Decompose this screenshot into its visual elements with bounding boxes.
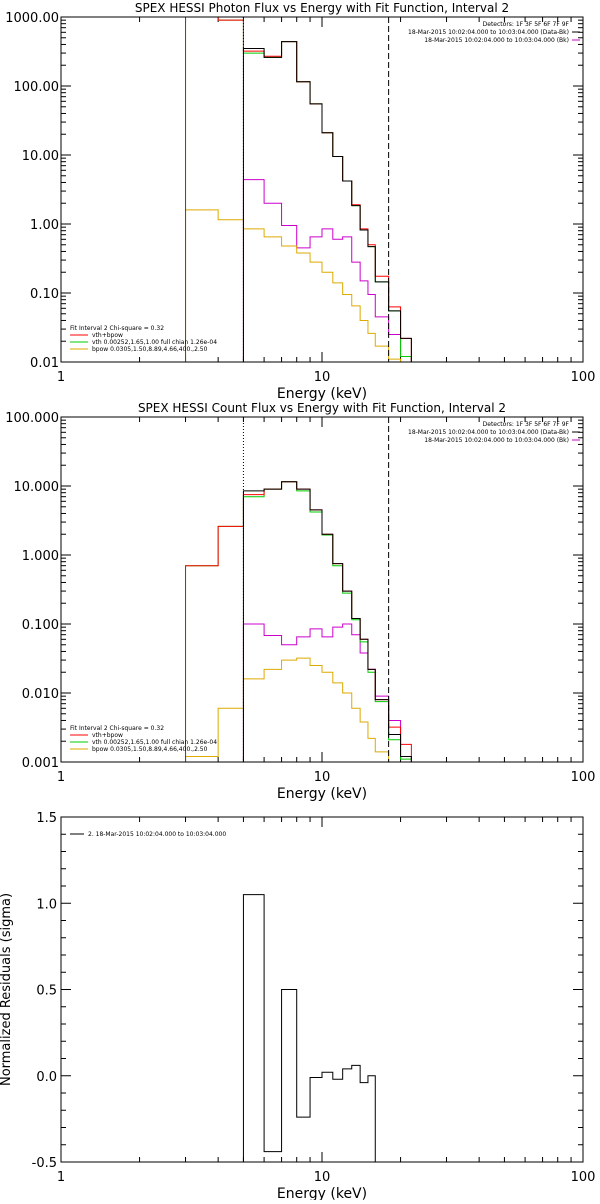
series-vth-bpow bbox=[185, 481, 412, 762]
y-tick-label: 0.100 bbox=[22, 618, 59, 633]
chart-panel-1: SPEX HESSI Photon Flux vs Energy with Fi… bbox=[5, 1, 595, 402]
series-2-18-mar-2015-10-02-04-000-to-10-03-04-000 bbox=[242, 894, 376, 1162]
legend-title: Fit Interval 2 Chi-square = 0.32 bbox=[70, 725, 164, 732]
chart-panel-2: SPEX HESSI Count Flux vs Energy with Fit… bbox=[5, 401, 595, 802]
header-line: 18-Mar-2015 10:02:04.000 to 10:03:04.000… bbox=[424, 437, 569, 444]
series-bpow bbox=[185, 657, 390, 762]
x-tick-label: 1 bbox=[57, 370, 65, 385]
y-tick-label: 0.001 bbox=[22, 756, 59, 771]
y-tick-label: 10.00 bbox=[22, 149, 59, 164]
x-tick-label: 1 bbox=[57, 770, 65, 785]
series-data bbox=[242, 481, 412, 762]
series-vth-bpow bbox=[185, 17, 412, 362]
x-tick-label: 10 bbox=[314, 1170, 331, 1185]
x-axis-label: Energy (keV) bbox=[277, 386, 367, 402]
chart-title: SPEX HESSI Count Flux vs Energy with Fit… bbox=[138, 401, 506, 415]
y-tick-label: 1.000 bbox=[22, 549, 59, 564]
y-tick-label: 0.10 bbox=[30, 287, 59, 302]
legend-label: 2. 18-Mar-2015 10:02:04.000 to 10:03:04.… bbox=[88, 831, 226, 838]
legend-label: bpow 0.0305,1.50,8.89,4.66,400.,2.50 bbox=[92, 746, 208, 753]
y-tick-label: 0.5 bbox=[36, 984, 57, 999]
x-tick-label: 10 bbox=[314, 770, 331, 785]
legend-label: vth 0.00252,1.65,1.00 full chian 1.26e-0… bbox=[92, 339, 217, 346]
x-tick-label: 10 bbox=[314, 370, 331, 385]
y-axis-label: Normalized Residuals (sigma) bbox=[0, 893, 14, 1086]
legend-label: vth+bpow bbox=[92, 332, 123, 339]
y-tick-label: 1.00 bbox=[30, 218, 59, 233]
plot-frame bbox=[60, 16, 584, 363]
header-line: Detectors: 1F 3F 5F 6F 7F 9F bbox=[483, 21, 570, 28]
legend-label: vth+bpow bbox=[92, 732, 123, 739]
series-background bbox=[242, 623, 412, 762]
plot-frame bbox=[60, 816, 584, 1163]
chart-title: SPEX HESSI Photon Flux vs Energy with Fi… bbox=[135, 1, 509, 15]
series-bpow bbox=[185, 209, 402, 362]
series-vth bbox=[185, 481, 412, 762]
legend-label: vth 0.00252,1.65,1.00 full chian 1.26e-0… bbox=[92, 739, 217, 746]
x-axis-label: Energy (keV) bbox=[277, 1186, 367, 1200]
y-tick-label: 1.0 bbox=[36, 897, 57, 912]
plot-frame bbox=[60, 416, 584, 763]
y-tick-label: 1.5 bbox=[36, 811, 57, 826]
x-tick-label: 100 bbox=[571, 1170, 596, 1185]
y-tick-label: 100.00 bbox=[14, 80, 60, 95]
y-tick-label: 10.000 bbox=[14, 480, 60, 495]
legend-title: Fit Interval 2 Chi-square = 0.32 bbox=[70, 325, 164, 332]
series-vth bbox=[185, 17, 412, 362]
y-tick-label: 0.010 bbox=[22, 687, 59, 702]
y-tick-label: 0.01 bbox=[30, 356, 59, 371]
legend-label: bpow 0.0305,1.50,8.89,4.66,400.,2.50 bbox=[92, 346, 208, 353]
header-line: 18-Mar-2015 10:02:04.000 to 10:03:04.000… bbox=[408, 29, 569, 36]
x-tick-label: 100 bbox=[571, 370, 596, 385]
series-data bbox=[242, 41, 412, 362]
chart-panel-3: 1 10 100 -0.5 0.0 0.5 1.0 1.5 Energy (keV) Normal… bbox=[0, 811, 596, 1202]
x-axis-label: Energy (keV) bbox=[277, 786, 367, 802]
x-tick-label: 1 bbox=[57, 1170, 65, 1185]
y-tick-label: 1000.00 bbox=[5, 11, 59, 26]
header-line: 18-Mar-2015 10:02:04.000 to 10:03:04.000… bbox=[408, 429, 569, 436]
header-line: 18-Mar-2015 10:02:04.000 to 10:03:04.000… bbox=[424, 37, 569, 44]
y-tick-label: -0.5 bbox=[32, 1156, 57, 1171]
y-tick-label: 100.000 bbox=[5, 411, 59, 426]
header-line: Detectors: 1F 3F 5F 6F 7F 9F bbox=[483, 421, 570, 428]
y-tick-label: 0.0 bbox=[36, 1070, 57, 1085]
x-tick-label: 100 bbox=[571, 770, 596, 785]
